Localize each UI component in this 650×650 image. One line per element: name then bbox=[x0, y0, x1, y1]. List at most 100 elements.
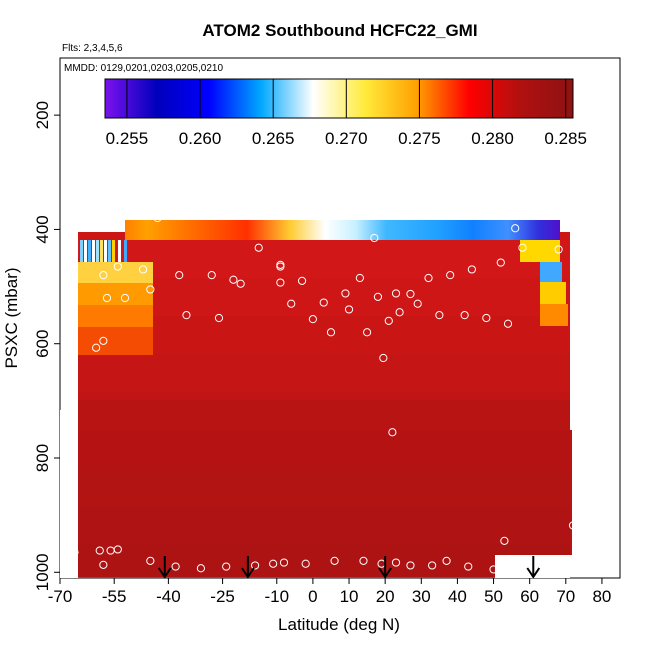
observation-point bbox=[102, 293, 112, 303]
observation-point bbox=[478, 133, 487, 143]
observation-point bbox=[204, 162, 213, 171]
observation-point bbox=[500, 536, 509, 545]
x-tick-label: 50 bbox=[484, 587, 503, 606]
heatmap-right-orange bbox=[540, 304, 568, 326]
observation-point bbox=[370, 168, 379, 177]
observation-point bbox=[406, 561, 415, 570]
x-tick-label: 40 bbox=[448, 587, 467, 606]
observation-point bbox=[406, 289, 415, 299]
observation-point bbox=[164, 147, 173, 156]
x-tick-label: 80 bbox=[592, 587, 611, 606]
observation-point bbox=[276, 262, 285, 271]
observation-point bbox=[236, 279, 245, 288]
y-axis: 200 400 600 800 1000 bbox=[33, 101, 60, 591]
x-axis: -70 -55 -40 -25 -10 0 10 20 30 40 50 60 70 80 bbox=[48, 578, 611, 606]
x-tick-label: 60 bbox=[520, 587, 539, 606]
observation-point bbox=[99, 336, 108, 345]
observation-point bbox=[175, 271, 184, 280]
heatmap-band bbox=[78, 544, 570, 578]
colorbar-tick-label: 0.280 bbox=[471, 129, 514, 148]
colorbar-tick-label: 0.265 bbox=[252, 129, 295, 148]
observation-point bbox=[359, 556, 368, 565]
heatmap-streak bbox=[108, 240, 111, 262]
observation-point bbox=[124, 178, 133, 187]
y-tick-label: 400 bbox=[33, 215, 52, 243]
y-tick-label: 800 bbox=[33, 444, 52, 472]
observation-point bbox=[341, 289, 350, 298]
x-tick-label: -40 bbox=[156, 587, 181, 606]
observation-point bbox=[503, 153, 513, 163]
observation-point bbox=[95, 146, 104, 155]
observation-point bbox=[287, 299, 296, 308]
observation-point bbox=[370, 233, 379, 243]
observation-point bbox=[258, 123, 267, 132]
flight-marker-arrow bbox=[241, 556, 255, 579]
observation-point bbox=[138, 265, 148, 274]
heatmap-streak bbox=[118, 240, 121, 262]
observation-point bbox=[464, 562, 473, 571]
flight-markers bbox=[157, 556, 541, 579]
observation-point bbox=[240, 127, 249, 136]
observation-point bbox=[113, 262, 122, 271]
x-axis-label: Latitude (deg N) bbox=[278, 615, 400, 634]
heatmap-band bbox=[78, 506, 570, 544]
observation-point bbox=[171, 562, 180, 571]
heatmap-streak bbox=[124, 240, 127, 262]
x-tick-label: 30 bbox=[412, 587, 431, 606]
heatmap-band bbox=[78, 316, 570, 354]
observation-point bbox=[467, 265, 476, 274]
observation-point bbox=[120, 293, 130, 303]
observation-point bbox=[514, 153, 523, 163]
x-tick-label: -70 bbox=[48, 587, 73, 606]
observation-point bbox=[138, 178, 148, 187]
x-tick-label: -10 bbox=[264, 587, 289, 606]
heatmap-streak bbox=[88, 240, 91, 262]
heatmap-streak bbox=[84, 240, 87, 262]
observation-point bbox=[449, 153, 458, 163]
observation-point bbox=[395, 308, 404, 317]
colorbar-tick-label: 0.275 bbox=[398, 129, 441, 148]
observation-point bbox=[489, 565, 498, 574]
observation-point bbox=[106, 179, 115, 188]
observation-point bbox=[337, 155, 346, 164]
heatmap-band bbox=[78, 240, 570, 278]
observation-point bbox=[102, 146, 112, 155]
heatmap-right-yellow2 bbox=[520, 240, 560, 262]
flight-marker-arrow bbox=[378, 556, 392, 579]
observation-point bbox=[355, 155, 364, 164]
heatmap-band bbox=[78, 354, 570, 392]
observation-point bbox=[290, 148, 299, 157]
heatmap-streak bbox=[104, 240, 107, 262]
observation-point bbox=[254, 243, 263, 252]
observation-point bbox=[279, 558, 289, 567]
observation-point bbox=[518, 559, 527, 568]
observation-point bbox=[316, 176, 325, 185]
observation-point bbox=[326, 328, 336, 337]
observation-point bbox=[305, 146, 314, 155]
observation-point bbox=[460, 311, 469, 320]
heatmap-orange-left bbox=[78, 283, 153, 305]
observation-point bbox=[250, 561, 260, 570]
observation-point bbox=[428, 139, 437, 148]
heatmap-band bbox=[78, 278, 570, 316]
heatmap-band bbox=[78, 392, 570, 430]
observation-point bbox=[261, 124, 271, 133]
observation-point bbox=[435, 311, 444, 320]
observation-point bbox=[362, 328, 372, 337]
observation-point bbox=[319, 298, 328, 307]
y-tick-label: 600 bbox=[33, 330, 52, 358]
x-tick-label: -55 bbox=[102, 587, 127, 606]
observation-point bbox=[124, 133, 133, 143]
observation-point bbox=[409, 139, 419, 148]
observation-point bbox=[330, 556, 339, 565]
observation-point bbox=[391, 289, 401, 298]
observation-point bbox=[157, 147, 166, 156]
observation-point bbox=[269, 559, 278, 568]
observation-point bbox=[189, 148, 198, 157]
heatmap-streak bbox=[80, 240, 83, 262]
observation-point bbox=[70, 548, 79, 557]
x-tick-label: 20 bbox=[376, 587, 395, 606]
heatmap-band bbox=[78, 430, 570, 468]
observation-point bbox=[214, 313, 224, 323]
